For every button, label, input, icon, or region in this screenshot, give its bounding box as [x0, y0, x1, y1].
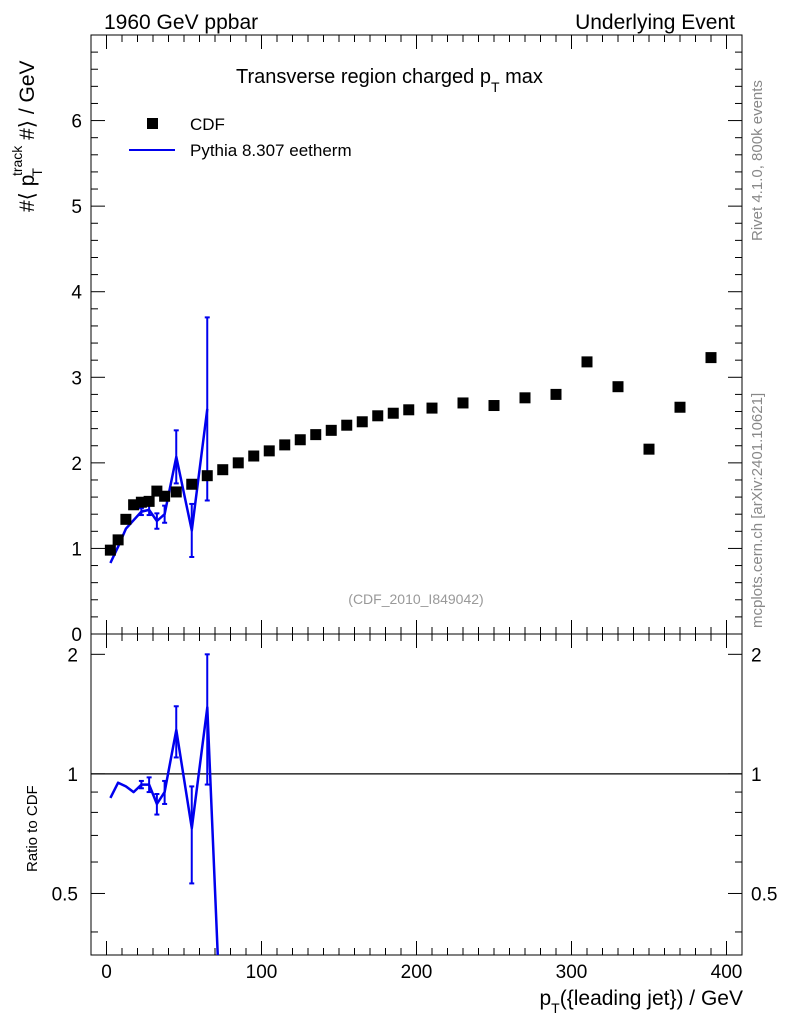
main-ylabel-sup: track	[9, 145, 25, 176]
xlabel: pT({leading jet}) / GeV	[539, 987, 743, 1016]
cdf-point	[159, 490, 171, 502]
rivet-label: Rivet 4.1.0, 800k events	[749, 80, 766, 241]
cdf-point	[325, 424, 337, 436]
ratio-ytick-label-right: 1	[751, 765, 762, 786]
cdf-point	[248, 450, 260, 462]
ratio-ytick-label-left: 0.5	[52, 884, 78, 905]
cdf-point	[519, 392, 531, 404]
main-axis-ticks: 0 1 2 3 4 5 6	[71, 34, 742, 646]
ratio-xtick-label: 400	[711, 962, 743, 983]
cdf-point	[120, 513, 132, 525]
cdf-point	[201, 470, 213, 482]
cdf-point	[674, 401, 686, 413]
cdf-point	[151, 485, 163, 497]
main-ylabel-b: #⟩ / GeV	[16, 60, 39, 145]
main-ytick-label: 6	[71, 112, 82, 133]
chart-title-tail: max	[500, 66, 543, 88]
cdf-point	[550, 388, 562, 400]
cdf-point	[612, 381, 624, 393]
legend-mc-label: Pythia 8.307 eetherm	[190, 141, 352, 160]
main-ylabel-sub: T	[29, 168, 45, 177]
mc-series-ratio	[109, 653, 220, 955]
main-ytick-label: 3	[71, 368, 82, 389]
cdf-point	[279, 439, 291, 451]
chart-title: Transverse region charged pT max	[236, 66, 543, 95]
xlabel-a: p	[539, 987, 551, 1010]
main-ytick-label: 1	[71, 539, 82, 560]
ratio-xtick-label: 300	[556, 962, 588, 983]
xlabel-sub: T	[551, 1000, 560, 1016]
cdf-point	[217, 464, 229, 476]
cdf-point	[488, 400, 500, 412]
cdf-point	[104, 544, 116, 556]
chart-title-sub: T	[491, 79, 500, 95]
chart-title-main: Transverse region charged p	[236, 66, 491, 88]
cdf-point	[186, 478, 198, 490]
header-left: 1960 GeV ppbar	[104, 11, 258, 34]
ratio-mc-line	[109, 706, 220, 955]
mc-series-main	[109, 316, 210, 564]
ratio-frame	[90, 633, 743, 956]
cdf-point	[372, 410, 384, 422]
ratio-ylabel: Ratio to CDF	[24, 785, 41, 872]
cdf-point	[705, 352, 717, 364]
ratio-ytick-label-left: 2	[67, 645, 78, 666]
header-right: Underlying Event	[575, 11, 735, 34]
cdf-point	[263, 445, 275, 457]
ratio-xtick-label: 100	[246, 962, 278, 983]
cdf-point	[112, 534, 124, 546]
ratio-ytick-label-right: 0.5	[751, 884, 777, 905]
ratio-xtick-label: 0	[101, 962, 112, 983]
main-ytick-label: 2	[71, 454, 82, 475]
cdf-series	[104, 352, 717, 556]
ratio-ytick-label-right: 2	[751, 645, 762, 666]
cdf-point	[387, 407, 399, 419]
cdf-point	[128, 499, 140, 511]
cdf-point	[426, 402, 438, 414]
ratio-axis-ticks: 0 100 200 300 400 0.5 0.5 1 1 2 2	[52, 634, 777, 983]
cdf-point	[310, 429, 322, 441]
xlabel-b: ({leading jet}) / GeV	[560, 987, 743, 1010]
mcplots-label: mcplots.cern.ch [arXiv:2401.10621]	[749, 393, 766, 628]
main-ylabel: #⟨ pTtrack #⟩ / GeV	[9, 60, 45, 212]
cdf-point	[341, 419, 353, 431]
main-ytick-label: 5	[71, 197, 82, 218]
cdf-point	[356, 416, 368, 428]
cdf-point	[232, 457, 244, 469]
cdf-point	[294, 434, 306, 446]
cdf-point	[403, 404, 415, 416]
ratio-ytick-label-left: 1	[67, 765, 78, 786]
cdf-point	[170, 486, 182, 498]
cdf-point	[457, 397, 469, 409]
cdf-point	[135, 496, 147, 508]
cdf-point	[143, 495, 155, 507]
ratio-xtick-label: 200	[401, 962, 433, 983]
main-ytick-label: 0	[71, 625, 82, 646]
legend-cdf-marker	[147, 118, 158, 129]
legend-cdf-label: CDF	[190, 115, 225, 134]
cdf-point	[581, 356, 593, 368]
main-ytick-label: 4	[71, 283, 82, 304]
main-ylabel-a: #⟨ p	[16, 175, 39, 212]
analysis-watermark: (CDF_2010_I849042)	[348, 591, 483, 607]
cdf-point	[643, 443, 655, 455]
main-frame	[90, 34, 743, 635]
